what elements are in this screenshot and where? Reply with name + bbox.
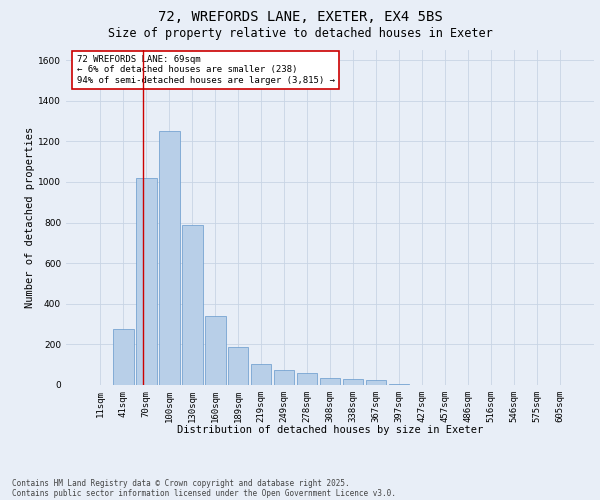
Bar: [251, 364, 271, 385]
Text: 72, WREFORDS LANE, EXETER, EX4 5BS: 72, WREFORDS LANE, EXETER, EX4 5BS: [158, 10, 442, 24]
Text: Size of property relative to detached houses in Exeter: Size of property relative to detached ho…: [107, 28, 493, 40]
Bar: [389, 384, 409, 385]
Bar: [228, 348, 248, 385]
Bar: [136, 178, 157, 385]
Text: Contains HM Land Registry data © Crown copyright and database right 2025.: Contains HM Land Registry data © Crown c…: [12, 478, 350, 488]
Bar: [365, 380, 386, 385]
Text: Contains public sector information licensed under the Open Government Licence v3: Contains public sector information licen…: [12, 488, 396, 498]
Bar: [274, 370, 295, 385]
Bar: [320, 378, 340, 385]
Bar: [296, 373, 317, 385]
X-axis label: Distribution of detached houses by size in Exeter: Distribution of detached houses by size …: [177, 425, 483, 435]
Y-axis label: Number of detached properties: Number of detached properties: [25, 127, 35, 308]
Bar: [159, 131, 179, 385]
Bar: [113, 329, 134, 385]
Bar: [182, 224, 203, 385]
Bar: [343, 379, 364, 385]
Text: 72 WREFORDS LANE: 69sqm
← 6% of detached houses are smaller (238)
94% of semi-de: 72 WREFORDS LANE: 69sqm ← 6% of detached…: [77, 55, 335, 85]
Bar: [205, 316, 226, 385]
